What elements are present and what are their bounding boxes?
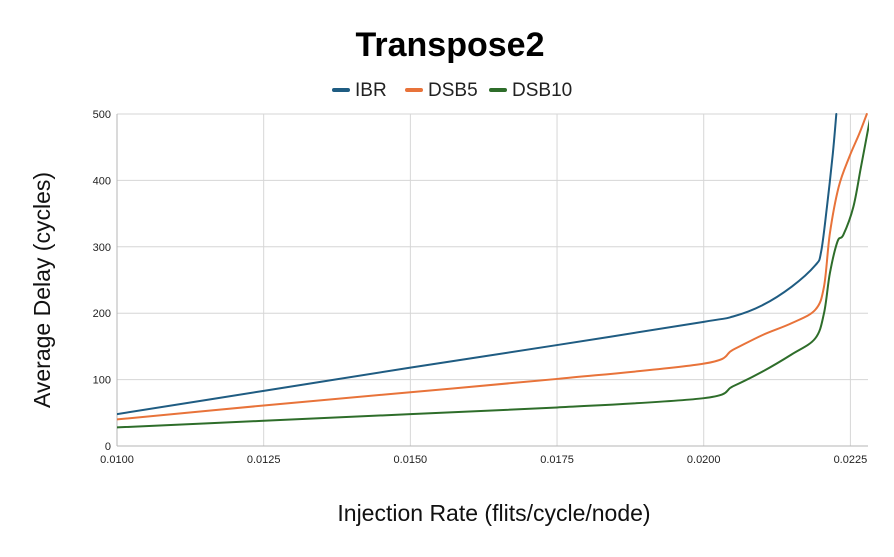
series-line-dsb10 — [117, 118, 869, 429]
gridlines — [116, 113, 868, 447]
legend-item-dsb10: DSB10 — [489, 80, 572, 101]
x-tick-label: 0.0100 — [100, 454, 134, 466]
y-tick-label: 0 — [105, 441, 111, 453]
legend-label: DSB10 — [512, 80, 572, 101]
y-tick-label: 400 — [93, 175, 111, 187]
x-tick-label: 0.0125 — [247, 454, 281, 466]
legend-item-dsb5: DSB5 — [405, 80, 478, 101]
x-tick-label: 0.0175 — [540, 454, 574, 466]
y-axis-title: Average Delay (cycles) — [29, 172, 55, 408]
series-line-ibr — [117, 113, 838, 416]
chart-title: Transpose2 — [356, 26, 545, 64]
x-tick-label: 0.0150 — [394, 454, 428, 466]
y-tick-label: 200 — [93, 308, 111, 320]
legend-label: IBR — [355, 80, 387, 101]
legend-label: DSB5 — [428, 80, 478, 101]
x-axis-ticks: 0.0100 0.0125 0.0150 0.0175 0.0200 0.0225 — [100, 454, 867, 466]
x-axis-title: Injection Rate (flits/cycle/node) — [337, 500, 650, 526]
legend-item-ibr: IBR — [332, 80, 387, 101]
y-axis-ticks: 0 100 200 300 400 500 — [93, 109, 111, 453]
legend: IBR DSB5 DSB10 — [332, 80, 572, 101]
series-line-dsb5 — [117, 113, 868, 421]
x-tick-label: 0.0225 — [834, 454, 868, 466]
y-tick-label: 300 — [93, 242, 111, 254]
series-lines — [117, 113, 869, 429]
x-tick-label: 0.0200 — [687, 454, 721, 466]
y-tick-label: 500 — [93, 109, 111, 121]
y-tick-label: 100 — [93, 375, 111, 387]
